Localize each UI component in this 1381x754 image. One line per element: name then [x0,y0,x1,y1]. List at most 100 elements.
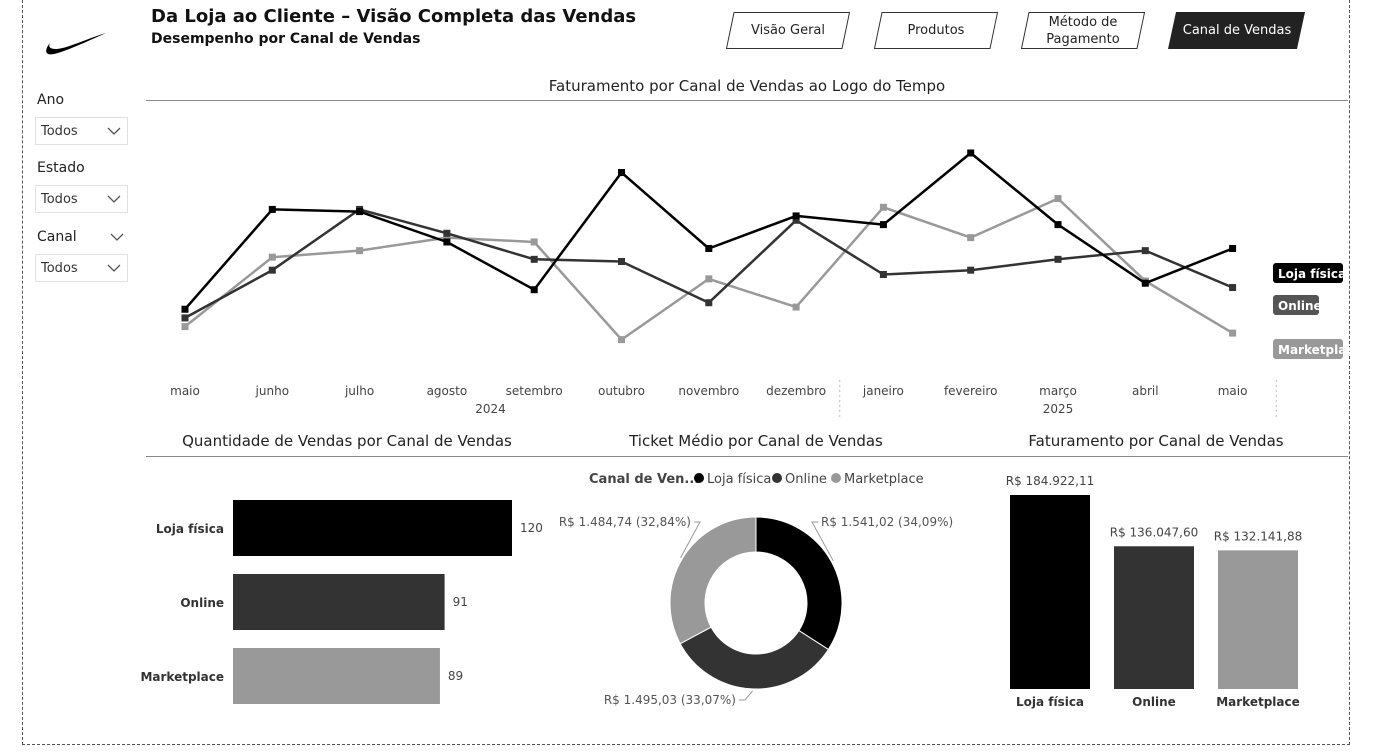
bottom-divider [146,456,1348,457]
filter-canal-label: Canal [37,229,77,245]
data-point [705,299,713,307]
data-point [1229,244,1237,252]
data-point [705,275,713,283]
data-point [618,169,625,177]
ticket-chart-title: Ticket Médio por Canal de Vendas [629,432,883,450]
filter-canal-value: Todos [41,261,78,276]
end-label: Marketplac [1278,343,1353,357]
data-point [268,205,276,213]
end-label: Loja física [1278,267,1346,281]
x-tick-label: agosto [427,384,468,398]
data-point [879,271,887,279]
chevron-down-icon[interactable] [110,232,124,242]
legend-item-label: Loja física [707,472,771,487]
data-point [1141,279,1149,287]
vbar-category-label: Online [1132,695,1176,709]
data-point [443,229,451,237]
line-chart: maio junho julho agosto setembro outubro novem… [170,149,1353,420]
chevron-down-icon [107,127,121,135]
vbar-data-label: R$ 136.047,60 [1110,525,1199,539]
tab-canal-vendas[interactable]: Canal de Vendas [1168,12,1305,49]
tab-produtos[interactable]: Produtos [874,12,998,49]
data-point [181,305,189,313]
donut-legend-title: Canal de Ven... [589,472,699,487]
filter-estado-label: Estado [37,160,85,176]
data-point [530,238,538,246]
donut-slice [755,516,843,651]
tab-metodo-pagamento[interactable]: Método de Pagamento [1021,12,1145,49]
data-point [356,208,364,216]
filter-estado-value: Todos [41,192,78,207]
vbar-data-label: R$ 132.141,88 [1214,529,1303,543]
tab-visao-geral[interactable]: Visão Geral [726,12,850,49]
tab-visao-geral-label: Visão Geral [750,23,826,38]
donut-leader-line [739,690,753,701]
data-point [530,255,538,263]
x-tick-label: dezembro [766,384,826,398]
hbar-category-label: Online [180,596,224,610]
revenue-chart-title: Faturamento por Canal de Vendas [1028,432,1284,450]
data-point [1141,247,1149,255]
data-point [967,266,975,274]
filter-ano-value: Todos [41,124,78,139]
data-point [181,314,189,322]
hbar [233,500,512,556]
data-point [181,323,189,331]
data-point [443,238,451,246]
data-point [792,216,800,224]
tab-canal-vendas-label: Canal de Vendas [1182,23,1292,38]
hbar-category-label: Marketplace [140,670,224,684]
vbar [1114,546,1194,689]
data-point [356,247,364,255]
quantity-chart-title: Quantidade de Vendas por Canal de Vendas [182,432,512,450]
legend-item-label: Online [785,472,827,487]
filter-canal-dropdown[interactable]: Todos [35,254,128,282]
x-tick-label: outubro [598,384,645,398]
data-point [268,266,276,274]
data-point [443,234,451,242]
data-point [879,221,887,229]
data-point [1054,255,1062,263]
x-tick-label: julho [344,384,374,398]
page-title: Da Loja ao Cliente – Visão Completa das … [151,6,637,27]
vbar-category-label: Loja física [1016,695,1084,709]
data-point [1054,221,1062,229]
data-point [618,258,625,265]
hbar-data-label: 89 [448,669,463,683]
donut-data-label: R$ 1.495,03 (33,07%) [604,693,736,707]
hbar [233,574,445,630]
x-tick-label: abril [1132,384,1159,398]
vbar-category-label: Marketplace [1216,695,1300,709]
donut-leader-line [811,521,834,562]
swoosh-logo-icon [46,33,106,55]
filter-ano-dropdown[interactable]: Todos [35,117,128,145]
hbar [233,648,440,704]
line-chart-title: Faturamento por Canal de Vendas ao Logo … [548,77,946,95]
chevron-down-icon [107,264,121,272]
tab-produtos-label: Produtos [907,23,965,38]
hbar-data-label: 91 [453,595,468,609]
x-tick-label: setembro [506,384,563,398]
data-point [1229,329,1237,337]
donut-leader-line [680,521,701,559]
legend-marker [694,473,704,483]
report-frame [22,0,1350,745]
legend-marker [831,473,841,483]
end-label-background [1273,263,1343,283]
legend-item-label: Marketplace [844,472,924,487]
data-point [967,234,975,242]
donut-slice [679,626,830,690]
data-point [967,149,975,157]
filter-estado-dropdown[interactable]: Todos [35,185,128,213]
x-tick-label: março [1039,384,1077,398]
x-tick-label: fevereiro [944,384,998,398]
hbar-data-label: 120 [520,521,543,535]
tab-metodo-pagamento-label: Método de Pagamento [1046,14,1120,47]
x-tick-label: junho [255,384,290,398]
end-label: Online [1278,299,1322,313]
filter-ano-label: Ano [37,92,65,108]
data-point [792,212,800,220]
hbar-category-label: Loja física [156,522,224,536]
vbar [1010,495,1090,689]
